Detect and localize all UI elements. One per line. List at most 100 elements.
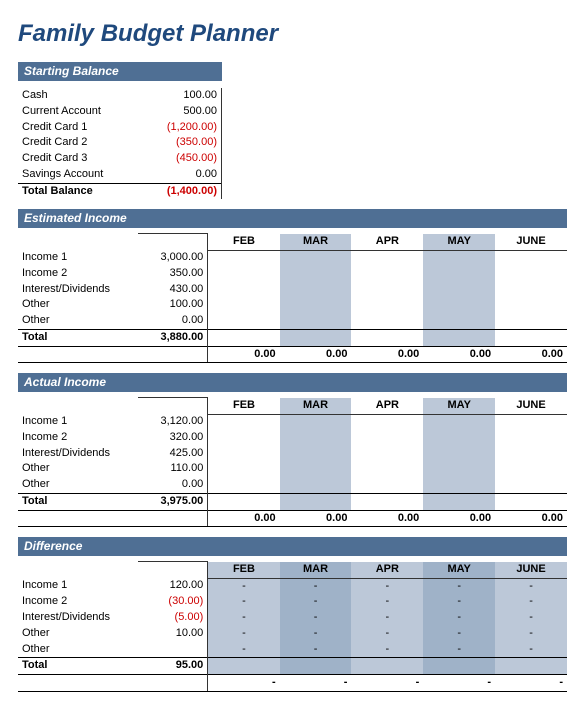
balance-row-label: Cash [18, 88, 142, 104]
month-header: MAR [280, 398, 352, 414]
month-cell: - [351, 578, 423, 594]
month-cell[interactable] [351, 266, 423, 282]
month-header: FEB [208, 234, 280, 250]
month-cell[interactable] [423, 282, 495, 298]
month-cell[interactable] [495, 266, 567, 282]
month-cell[interactable] [495, 297, 567, 313]
month-cell[interactable] [351, 461, 423, 477]
balance-row-value: (1,200.00) [142, 120, 222, 136]
section-header-difference: Difference [18, 537, 567, 557]
row-value: 3,000.00 [138, 250, 208, 266]
month-cell[interactable] [280, 446, 352, 462]
row-value: (5.00) [138, 610, 208, 626]
month-total: 0.00 [208, 510, 280, 527]
month-cell[interactable] [423, 250, 495, 266]
month-cell[interactable] [208, 250, 280, 266]
month-cell[interactable] [423, 477, 495, 493]
row-label: Other [18, 642, 138, 658]
month-cell[interactable] [208, 282, 280, 298]
month-cell[interactable] [280, 414, 352, 430]
month-cell[interactable] [280, 313, 352, 329]
month-cell[interactable] [208, 477, 280, 493]
month-total: - [495, 675, 567, 692]
row-value: 100.00 [138, 297, 208, 313]
row-label: Income 1 [18, 250, 138, 266]
month-cell[interactable] [208, 430, 280, 446]
month-cell[interactable] [208, 266, 280, 282]
month-header: APR [351, 562, 423, 578]
month-cell[interactable] [280, 461, 352, 477]
month-cell: - [495, 610, 567, 626]
row-value [138, 642, 208, 658]
row-label: Income 1 [18, 414, 138, 430]
month-cell: - [351, 642, 423, 658]
actual-income-table: FEBMARAPRMAYJUNE Income 1 3,120.00Income… [18, 397, 567, 527]
month-cell[interactable] [208, 461, 280, 477]
month-cell[interactable] [280, 297, 352, 313]
month-cell[interactable] [280, 266, 352, 282]
month-cell: - [280, 642, 352, 658]
row-value: 0.00 [138, 477, 208, 493]
month-cell[interactable] [351, 250, 423, 266]
month-header: MAR [280, 234, 352, 250]
balance-row-value: (350.00) [142, 135, 222, 151]
month-cell[interactable] [495, 250, 567, 266]
balance-total-label: Total Balance [18, 183, 142, 199]
month-cell[interactable] [351, 282, 423, 298]
month-cell[interactable] [280, 282, 352, 298]
month-cell[interactable] [351, 477, 423, 493]
month-cell[interactable] [280, 477, 352, 493]
row-value: 0.00 [138, 313, 208, 329]
month-cell[interactable] [423, 414, 495, 430]
month-cell[interactable] [423, 446, 495, 462]
month-cell[interactable] [280, 430, 352, 446]
month-cell: - [208, 578, 280, 594]
month-cell[interactable] [423, 266, 495, 282]
month-cell: - [495, 594, 567, 610]
month-total: - [423, 675, 495, 692]
month-cell: - [280, 610, 352, 626]
month-header: MAR [280, 562, 352, 578]
month-cell[interactable] [208, 414, 280, 430]
month-cell[interactable] [495, 430, 567, 446]
month-cell[interactable] [208, 446, 280, 462]
month-cell[interactable] [208, 297, 280, 313]
month-cell[interactable] [495, 461, 567, 477]
month-cell[interactable] [351, 313, 423, 329]
balance-row-label: Credit Card 2 [18, 135, 142, 151]
starting-balance-table: Cash 100.00Current Account 500.00Credit … [18, 88, 222, 199]
month-cell: - [351, 626, 423, 642]
total-value: 3,880.00 [138, 329, 208, 346]
row-label: Interest/Dividends [18, 610, 138, 626]
month-cell[interactable] [208, 313, 280, 329]
month-cell[interactable] [423, 297, 495, 313]
month-cell: - [423, 594, 495, 610]
month-cell: - [280, 626, 352, 642]
month-cell[interactable] [423, 461, 495, 477]
month-cell[interactable] [351, 414, 423, 430]
month-cell[interactable] [351, 446, 423, 462]
month-cell: - [208, 594, 280, 610]
month-cell: - [351, 594, 423, 610]
month-cell[interactable] [495, 446, 567, 462]
month-header: FEB [208, 398, 280, 414]
month-cell: - [208, 626, 280, 642]
month-cell[interactable] [495, 414, 567, 430]
month-cell: - [423, 626, 495, 642]
month-cell[interactable] [423, 313, 495, 329]
month-cell[interactable] [495, 313, 567, 329]
row-value: 430.00 [138, 282, 208, 298]
page-title: Family Budget Planner [18, 20, 567, 48]
month-cell[interactable] [351, 297, 423, 313]
month-total: 0.00 [495, 510, 567, 527]
month-cell[interactable] [495, 282, 567, 298]
month-total: - [280, 675, 352, 692]
month-cell[interactable] [351, 430, 423, 446]
month-header: FEB [208, 562, 280, 578]
month-total: 0.00 [280, 346, 352, 363]
month-cell: - [423, 578, 495, 594]
month-cell[interactable] [280, 250, 352, 266]
row-label: Income 1 [18, 578, 138, 594]
month-cell[interactable] [423, 430, 495, 446]
month-cell[interactable] [495, 477, 567, 493]
